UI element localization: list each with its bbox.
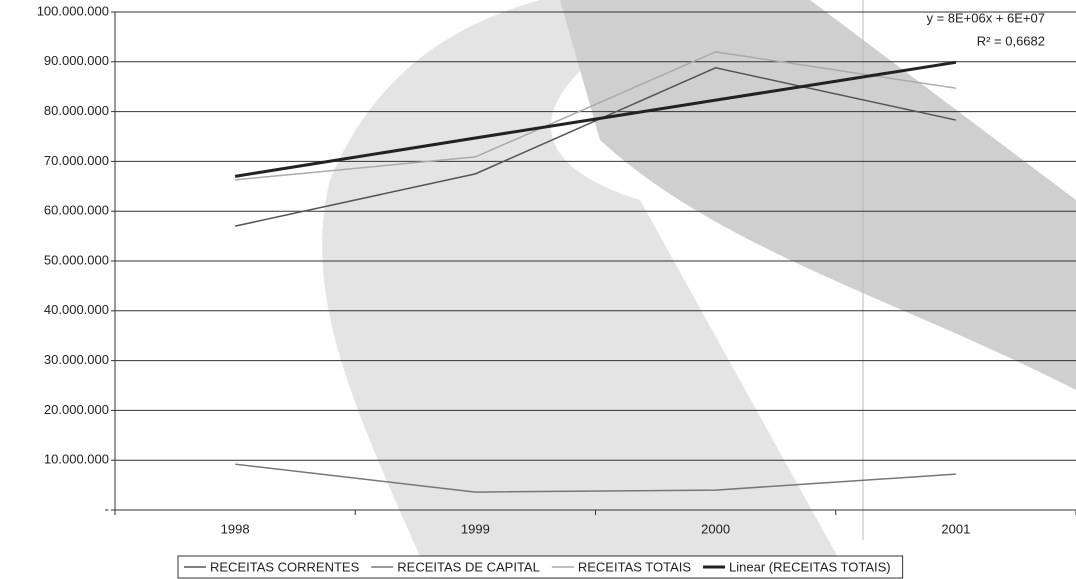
y-tick-label: 10.000.000: [44, 452, 109, 467]
annotation: y = 8E+06x + 6E+07: [926, 10, 1045, 25]
x-tick-label: 2001: [941, 521, 970, 536]
y-tick-label: 30.000.000: [44, 352, 109, 367]
annotation: R² = 0,6682: [977, 33, 1045, 48]
y-tick-label: 90.000.000: [44, 53, 109, 68]
legend-label: RECEITAS CORRENTES: [210, 559, 360, 574]
y-tick-label: 40.000.000: [44, 302, 109, 317]
legend-label: RECEITAS TOTAIS: [578, 559, 692, 574]
series-line: [235, 51, 956, 181]
y-tick-label: -: [105, 501, 109, 516]
series-line: [234, 66, 957, 227]
legend-label: RECEITAS DE CAPITAL: [397, 559, 540, 574]
y-tick-label: 100.000.000: [37, 3, 109, 18]
x-tick-label: 2000: [701, 521, 730, 536]
x-tick-label: 1998: [221, 521, 250, 536]
y-tick-label: 60.000.000: [44, 203, 109, 218]
y-tick-label: 80.000.000: [44, 103, 109, 118]
x-tick-label: 1999: [461, 521, 490, 536]
y-tick-label: 70.000.000: [44, 153, 109, 168]
series-line: [234, 60, 957, 178]
background-decoration: [322, 0, 1076, 579]
series-line: [235, 463, 956, 493]
y-tick-label: 50.000.000: [44, 252, 109, 267]
legend-label: Linear (RECEITAS TOTAIS): [729, 559, 891, 574]
legend-box: [177, 555, 904, 579]
y-tick-label: 20.000.000: [44, 402, 109, 417]
